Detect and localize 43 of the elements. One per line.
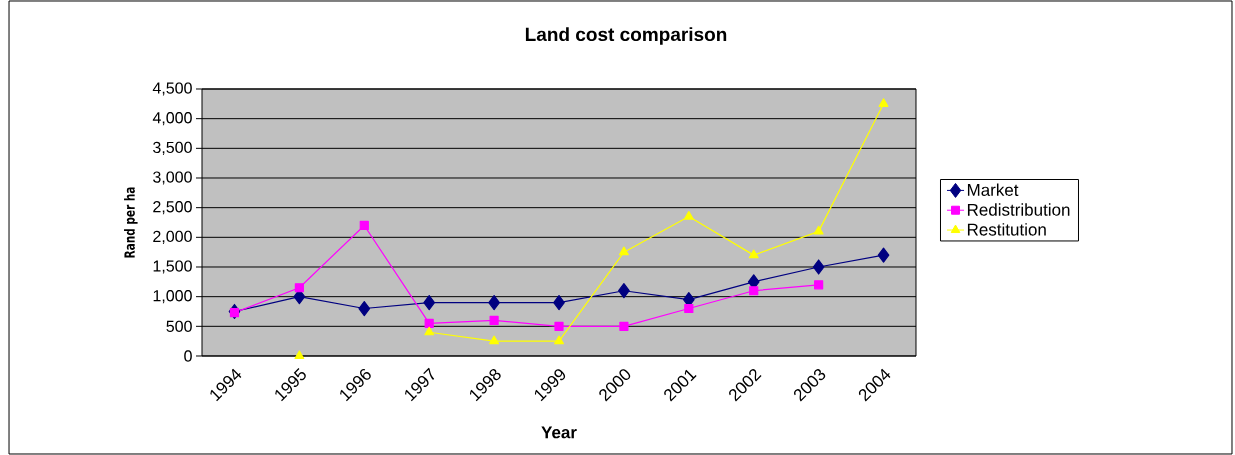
point <box>619 321 629 331</box>
point <box>423 294 436 311</box>
point <box>877 247 890 263</box>
point <box>293 289 306 305</box>
point <box>553 294 565 311</box>
y-axis-title: Rand per ha <box>124 187 138 258</box>
y-tick-label: 0 <box>184 350 192 362</box>
legend-label: Redistribution <box>967 203 1070 216</box>
point <box>749 286 759 296</box>
point <box>488 294 500 311</box>
point <box>683 210 694 220</box>
point <box>878 98 889 107</box>
point <box>813 225 824 235</box>
y-tick-label: 1,000 <box>153 290 192 304</box>
y-tick-label: 500 <box>166 320 192 332</box>
point <box>424 318 434 328</box>
y-tick-label: 4,500 <box>152 82 192 96</box>
y-tick-label: 1,500 <box>153 260 192 274</box>
point <box>358 300 371 317</box>
point <box>359 220 369 231</box>
point <box>554 321 564 331</box>
x-axis-title: Year <box>541 426 577 439</box>
point <box>294 350 305 360</box>
point <box>812 259 825 275</box>
y-tick-label: 3,000 <box>153 171 192 185</box>
point <box>424 326 435 336</box>
point <box>814 280 824 290</box>
chart-title: Land cost comparison <box>525 27 727 45</box>
point <box>748 249 759 259</box>
point <box>294 283 304 293</box>
legend-label: Market <box>967 183 1019 196</box>
y-tick-label: 2,000 <box>153 230 192 244</box>
point <box>618 283 630 299</box>
point <box>489 315 499 325</box>
point <box>684 303 694 314</box>
y-tick-label: 2,500 <box>153 201 192 215</box>
y-tick-label: 3,500 <box>153 141 192 155</box>
point <box>229 308 240 318</box>
point <box>489 335 500 345</box>
legend-label: Restitution <box>967 223 1046 236</box>
point <box>554 335 564 345</box>
point <box>618 246 629 256</box>
y-tick-label: 4,000 <box>152 112 192 126</box>
